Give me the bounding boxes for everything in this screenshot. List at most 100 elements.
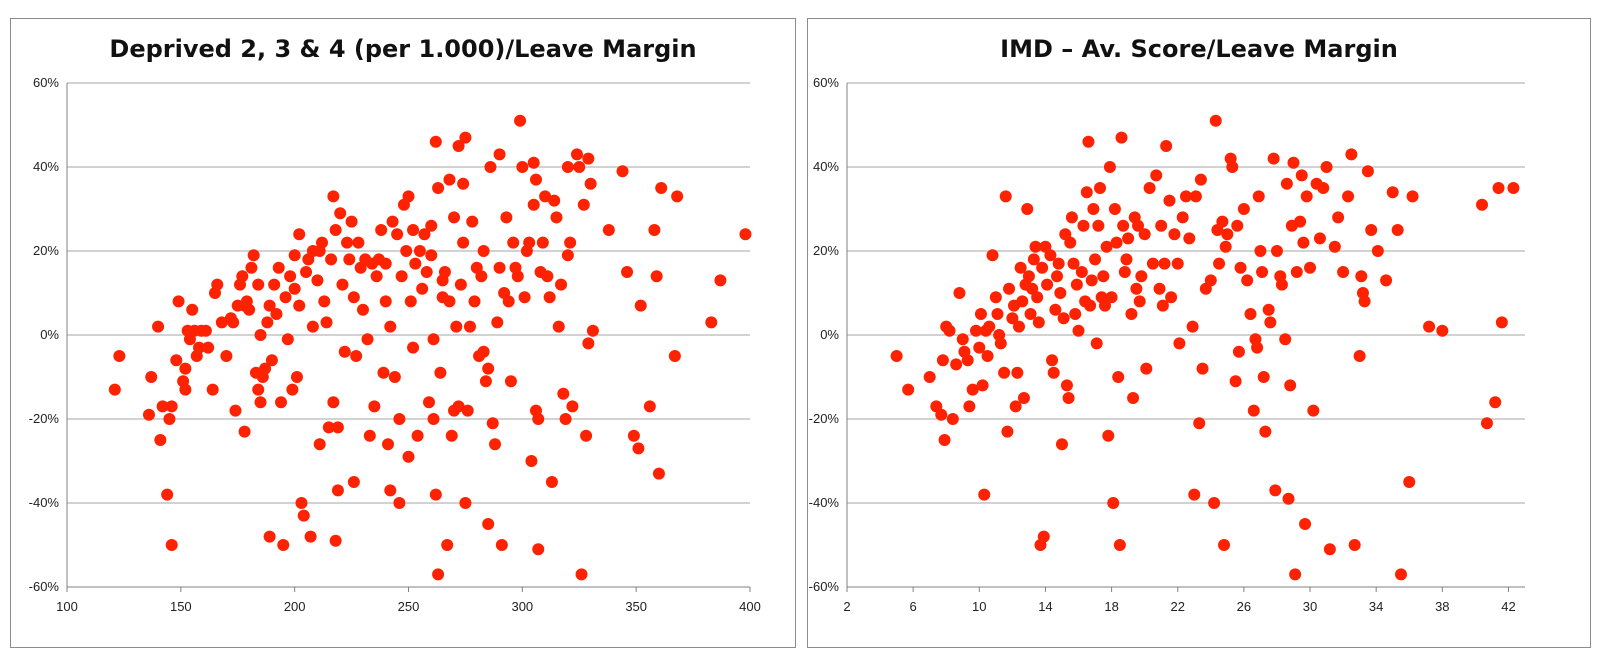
data-point	[238, 425, 251, 438]
data-point	[379, 257, 392, 270]
data-point	[1436, 324, 1449, 337]
data-point	[999, 190, 1012, 203]
data-point	[1117, 219, 1130, 232]
data-point	[652, 467, 665, 480]
data-point	[277, 539, 290, 551]
data-point	[671, 190, 684, 203]
data-point	[961, 354, 974, 367]
data-point	[1213, 257, 1226, 270]
data-point	[1189, 190, 1202, 203]
data-point	[391, 228, 404, 241]
data-point	[1209, 114, 1222, 127]
data-point	[1103, 161, 1116, 173]
data-point	[632, 442, 645, 455]
x-tick-label: 200	[284, 599, 306, 614]
data-point	[395, 270, 408, 283]
data-point	[943, 324, 956, 337]
data-point	[1353, 350, 1366, 362]
y-tick-label: -20%	[29, 411, 60, 426]
data-point	[293, 228, 306, 241]
data-point	[429, 488, 442, 501]
data-point	[206, 383, 219, 396]
data-point	[1011, 366, 1024, 379]
chart-title-left: Deprived 2, 3 & 4 (per 1.000)/Leave Marg…	[109, 35, 697, 63]
data-point	[493, 148, 506, 161]
data-point	[254, 396, 267, 409]
data-point	[236, 270, 249, 283]
data-point	[1160, 140, 1173, 152]
data-point	[427, 333, 440, 346]
data-point	[1089, 253, 1102, 266]
chart-title-right: IMD – Av. Score/Leave Margin	[1000, 35, 1398, 63]
data-point	[1489, 396, 1502, 409]
x-tick-label: 42	[1501, 599, 1515, 614]
data-point	[1476, 198, 1489, 211]
data-point	[514, 114, 527, 127]
data-point	[457, 236, 470, 249]
data-point	[902, 383, 915, 396]
data-point	[275, 396, 288, 409]
data-point	[363, 429, 376, 442]
data-point	[161, 488, 174, 501]
data-point	[1017, 392, 1030, 404]
data-point	[532, 543, 545, 556]
x-tick-label: 18	[1104, 599, 1118, 614]
data-point	[969, 324, 982, 337]
data-point	[272, 261, 285, 274]
data-point	[545, 476, 558, 488]
data-point	[1173, 337, 1186, 350]
x-tick-label: 30	[1303, 599, 1317, 614]
data-point	[584, 177, 597, 190]
data-point	[1102, 429, 1115, 442]
data-point	[1044, 249, 1057, 262]
data-point	[377, 366, 390, 379]
data-point	[504, 375, 517, 388]
data-point	[953, 287, 966, 299]
data-point	[252, 383, 265, 396]
data-point	[1180, 190, 1192, 203]
data-point	[1328, 240, 1341, 253]
data-point	[1254, 245, 1267, 257]
data-point	[1022, 270, 1035, 283]
data-point	[352, 236, 365, 249]
data-point	[650, 270, 663, 283]
x-tick-label: 38	[1435, 599, 1449, 614]
data-point	[300, 266, 313, 278]
data-point	[457, 177, 470, 190]
data-point	[450, 320, 463, 333]
data-point	[361, 333, 374, 346]
data-point	[564, 236, 577, 249]
data-point	[382, 438, 395, 451]
y-tick-label: -40%	[29, 495, 60, 510]
data-point	[416, 282, 429, 295]
data-point	[1342, 190, 1355, 203]
data-point	[486, 417, 499, 430]
data-point	[331, 421, 344, 434]
data-point	[1259, 425, 1272, 438]
data-point	[425, 249, 438, 262]
data-point	[1423, 320, 1436, 333]
data-point	[1361, 165, 1374, 178]
data-point	[539, 190, 552, 203]
data-point	[281, 333, 294, 346]
data-point	[1229, 375, 1242, 388]
data-point	[950, 358, 963, 371]
data-point	[475, 270, 488, 283]
data-point	[1127, 392, 1140, 404]
y-tick-label: -40%	[809, 495, 840, 510]
data-point	[186, 303, 199, 316]
data-point	[580, 429, 593, 442]
data-point	[350, 350, 363, 362]
data-point	[1047, 366, 1060, 379]
data-point	[322, 421, 335, 434]
data-point	[425, 219, 438, 232]
data-point	[966, 383, 979, 396]
y-tick-label: -60%	[809, 579, 840, 594]
data-point	[459, 497, 472, 509]
data-point	[384, 484, 397, 497]
data-point	[1186, 320, 1199, 333]
data-point	[1084, 299, 1097, 312]
data-point	[1122, 232, 1135, 245]
data-point	[1304, 261, 1317, 274]
data-point	[1300, 190, 1313, 203]
